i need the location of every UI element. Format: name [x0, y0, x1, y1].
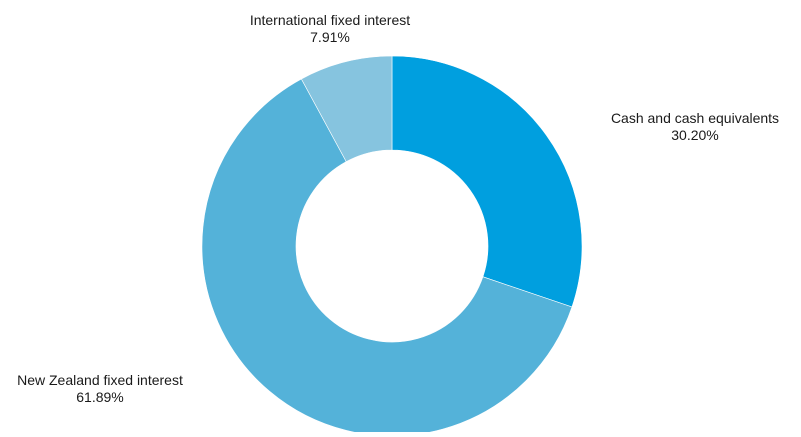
data-label-cash-and-cash-equivalents: Cash and cash equivalents 30.20% [570, 110, 801, 144]
category-label-cash: Cash and cash equivalents [610, 110, 780, 126]
data-label-new-zealand-fixed-interest: New Zealand fixed interest 61.89% [0, 372, 200, 406]
category-label-international: International fixed interest [249, 12, 411, 28]
category-label-nz: New Zealand fixed interest [17, 372, 183, 388]
slice-international-fixed-interest [301, 55, 393, 163]
data-label-international-fixed-interest: International fixed interest 7.91% [210, 12, 450, 46]
slice-cash-and-cash-equivalents [391, 55, 583, 308]
value-label-international: 7.91% [310, 29, 350, 45]
value-label-nz: 61.89% [76, 389, 124, 405]
value-label-cash: 30.20% [671, 127, 719, 143]
